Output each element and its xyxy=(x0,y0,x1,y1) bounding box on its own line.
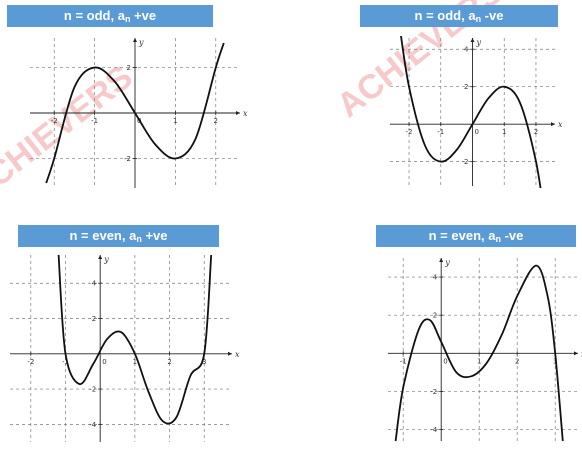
y-axis-label: y xyxy=(476,38,482,47)
origin-label: 0 xyxy=(443,357,447,365)
x-tick-label: -1 xyxy=(437,128,444,136)
y-axis-label: y xyxy=(444,258,450,267)
title-suffix: +ve xyxy=(141,228,168,243)
title-text: n = even, a xyxy=(428,228,496,243)
y-tick-label: -2 xyxy=(124,155,131,163)
y-tick-label: 2 xyxy=(433,312,437,320)
x-axis-arrow xyxy=(574,351,578,356)
y-axis-label: y xyxy=(103,255,109,264)
x-tick-label: 3 xyxy=(202,358,206,366)
x-axis-label: x xyxy=(235,350,240,359)
x-tick-label: -1 xyxy=(91,117,98,125)
x-tick-label: 1 xyxy=(173,117,177,125)
y-tick-label: -4 xyxy=(430,426,438,434)
y-axis-arrow xyxy=(470,38,475,42)
y-tick-label: -4 xyxy=(89,421,97,429)
title-text: n = odd, a xyxy=(63,8,125,23)
chart-odd-positive: xy-2 -1 1 2-220 xyxy=(30,38,248,188)
title-text: n = even, a xyxy=(69,228,137,243)
title-subscript: n xyxy=(495,234,501,244)
title-text: n = odd, a xyxy=(414,8,476,23)
series-line xyxy=(57,254,213,425)
origin-label: 0 xyxy=(102,358,106,366)
title-suffix: +ve xyxy=(130,8,157,23)
y-axis-label: y xyxy=(138,38,144,47)
x-tick-label: 1 xyxy=(502,128,506,136)
y-tick-label: 4 xyxy=(433,274,438,282)
x-axis-label: x xyxy=(243,109,248,118)
x-axis-arrow xyxy=(228,351,232,356)
series-line xyxy=(394,264,564,442)
title-suffix: -ve xyxy=(481,8,504,23)
title-subscript: n xyxy=(475,14,482,24)
x-tick-label: -2 xyxy=(406,128,413,136)
y-tick-label: 2 xyxy=(92,315,96,323)
x-tick-label: 2 xyxy=(167,358,171,366)
x-tick-label: -1 xyxy=(62,358,69,366)
x-tick-label: -2 xyxy=(51,117,58,125)
panel-title: n = odd, an -ve xyxy=(360,5,558,27)
y-axis-arrow xyxy=(439,258,444,262)
x-tick-label: 2 xyxy=(515,357,519,365)
x-tick-label: -1 xyxy=(400,357,407,365)
x-tick-label: 2 xyxy=(214,117,218,125)
x-tick-label: 2 xyxy=(534,128,538,136)
y-axis-arrow xyxy=(98,255,103,259)
y-tick-label: 4 xyxy=(464,46,469,54)
series-line xyxy=(45,42,225,184)
panel-title: n = even, an +ve xyxy=(18,225,219,247)
panel-title: n = even, an -ve xyxy=(376,225,576,247)
y-tick-label: -2 xyxy=(89,386,96,394)
title-suffix: -ve xyxy=(500,228,524,243)
series-line xyxy=(400,36,542,188)
y-tick-label: 4 xyxy=(92,280,97,288)
x-axis-arrow xyxy=(551,122,555,127)
y-axis-arrow xyxy=(133,38,137,42)
chart-even-positive: x y -2 -1 1 2 3 -4 -2 2 4 0 xyxy=(10,254,240,442)
x-axis-label: x xyxy=(558,120,563,129)
y-tick-label: -2 xyxy=(430,388,437,396)
title-subscript: n xyxy=(136,234,142,244)
y-tick-label: 2 xyxy=(127,64,131,72)
panel-title: n = odd, an +ve xyxy=(7,5,213,27)
y-tick-label: 2 xyxy=(464,83,468,91)
x-tick-label: 1 xyxy=(133,358,137,366)
y-tick-label: -2 xyxy=(462,158,469,166)
x-axis-arrow xyxy=(236,111,240,115)
title-subscript: n xyxy=(124,14,131,24)
chart-odd-negative: x y -2 -1 1 2 -2 2 4 0 xyxy=(390,36,563,188)
x-tick-label: -2 xyxy=(27,358,34,366)
origin-label: 0 xyxy=(475,128,479,136)
x-tick-label: 1 xyxy=(477,357,481,365)
